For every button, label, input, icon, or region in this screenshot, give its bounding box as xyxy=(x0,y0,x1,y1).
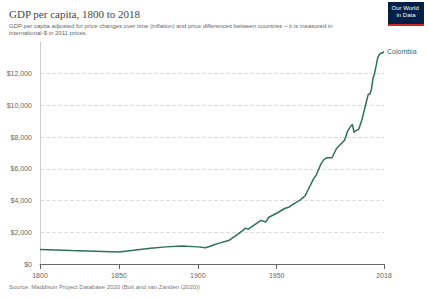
svg-text:$8,000: $8,000 xyxy=(11,134,33,141)
svg-text:Our World: Our World xyxy=(392,5,421,11)
svg-text:GDP per capita adjusted for pr: GDP per capita adjusted for price change… xyxy=(9,23,334,29)
svg-text:2018: 2018 xyxy=(376,272,392,279)
svg-text:1800: 1800 xyxy=(32,272,48,279)
svg-text:$12,000: $12,000 xyxy=(7,70,32,77)
svg-text:international-$ in 2011 prices: international-$ in 2011 prices. xyxy=(9,30,88,36)
svg-text:1850: 1850 xyxy=(111,272,127,279)
svg-text:$0: $0 xyxy=(24,261,32,268)
svg-text:GDP per capita, 1800 to 2018: GDP per capita, 1800 to 2018 xyxy=(9,8,140,20)
svg-text:in Data: in Data xyxy=(396,12,416,18)
svg-text:Colombia: Colombia xyxy=(387,48,417,55)
svg-text:$10,000: $10,000 xyxy=(7,102,32,109)
svg-text:1900: 1900 xyxy=(190,272,206,279)
svg-text:$4,000: $4,000 xyxy=(11,197,33,204)
svg-text:Source: Maddison Project Datab: Source: Maddison Project Database 2020 (… xyxy=(9,284,200,290)
svg-text:$6,000: $6,000 xyxy=(11,165,33,172)
svg-text:1950: 1950 xyxy=(269,272,285,279)
svg-text:$2,000: $2,000 xyxy=(11,229,33,236)
